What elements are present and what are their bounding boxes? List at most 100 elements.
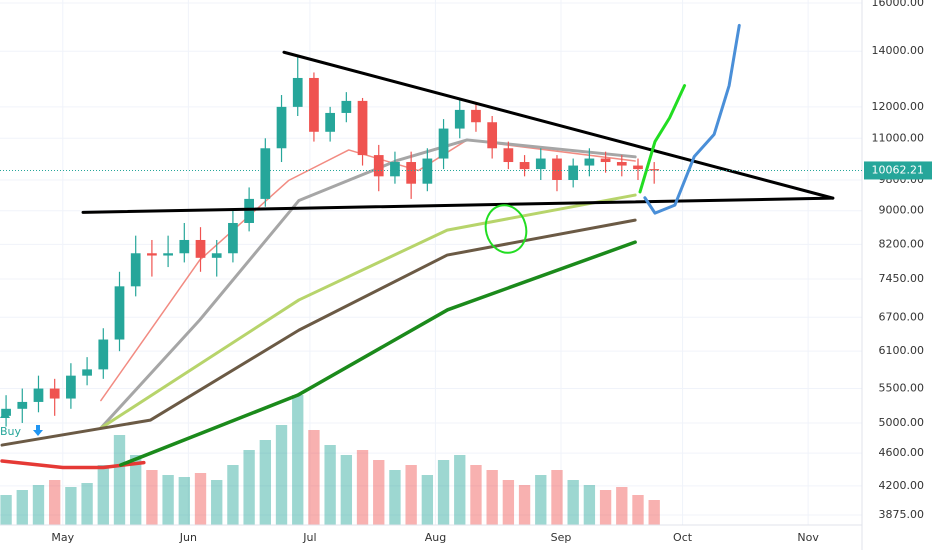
volume-bar (162, 475, 174, 525)
x-tick-label: Sep (551, 531, 572, 544)
volume-bar (486, 470, 498, 525)
volume-bar (275, 425, 288, 525)
trendline (282, 50, 835, 200)
candle-body (600, 158, 611, 163)
candle-body (568, 165, 579, 180)
candle-body (373, 155, 384, 177)
volume-bar (65, 487, 77, 525)
volume-bar (421, 475, 434, 525)
volume-bar (259, 440, 271, 525)
volume-bar (373, 460, 385, 525)
candle-body (130, 253, 141, 287)
candle-body (276, 106, 287, 149)
candle-body (98, 339, 109, 370)
moving-average (99, 193, 637, 430)
volume-bar (518, 485, 531, 525)
y-tick-label: 16000.00 (872, 0, 925, 9)
x-tick-label: Aug (425, 531, 446, 544)
volume-bar (583, 485, 596, 525)
volume-bar (389, 470, 401, 525)
candle-body (503, 148, 514, 163)
candle-body (519, 162, 530, 170)
candle-body (487, 122, 498, 149)
y-tick-label: 8200.00 (879, 237, 925, 250)
candle-body (17, 401, 28, 409)
y-tick-label: 4600.00 (879, 446, 925, 459)
candle-body (49, 388, 60, 399)
x-tick-label: Oct (673, 531, 693, 544)
x-tick-label: Jun (179, 531, 197, 544)
volume-bar (437, 460, 450, 525)
candle-body (195, 239, 206, 258)
volume-bar (211, 480, 223, 525)
volume-bar (49, 480, 61, 525)
volume-bar (292, 395, 304, 525)
volume-bar (178, 477, 190, 525)
volume-bar (194, 473, 207, 525)
trendline (81, 196, 835, 214)
y-tick-label: 11000.00 (872, 131, 925, 144)
x-tick-label: May (51, 531, 74, 544)
candle-body (211, 253, 222, 258)
candle-body (471, 109, 481, 123)
candle-body (33, 388, 44, 402)
volume-bar (81, 483, 93, 525)
signal-arrow (33, 425, 43, 436)
candle-body (114, 286, 125, 340)
volume-bar (648, 500, 660, 525)
y-tick-label: 7450.00 (879, 272, 925, 285)
candle-body (341, 100, 352, 113)
signal-label: Buy (0, 425, 22, 438)
volume-bar (97, 465, 109, 525)
volume-bar (243, 450, 255, 525)
y-tick-label: 5500.00 (879, 382, 925, 395)
volume-bar (454, 455, 466, 525)
candle-body (390, 162, 400, 177)
projection (643, 23, 741, 215)
volume-bar (227, 465, 239, 525)
y-tick-label: 5000.00 (879, 416, 925, 429)
volume-bar (16, 490, 28, 525)
candle-body (179, 239, 190, 254)
candle-body (147, 253, 157, 256)
candle-body (535, 158, 546, 170)
volume-bar (113, 435, 126, 525)
buy-arrow (0, 410, 10, 418)
volume-bar (324, 445, 336, 525)
candle-body (260, 148, 271, 199)
last-price-box (864, 161, 932, 180)
candle-body (357, 100, 368, 156)
volume-bar (599, 490, 612, 525)
moving-average (118, 240, 637, 467)
volume-bar (535, 475, 547, 525)
volume-bar (356, 450, 369, 525)
volume-bar (405, 465, 417, 525)
y-tick-label: 6100.00 (879, 344, 925, 357)
volume-bar (616, 487, 628, 525)
candle-body (649, 169, 660, 171)
candle-body (163, 253, 173, 256)
candle-body (66, 375, 76, 399)
volume-bar (146, 470, 158, 525)
candle-body (552, 158, 562, 180)
candle-body (82, 369, 92, 376)
y-tick-label: 3875.00 (879, 508, 925, 521)
volume-bar (130, 455, 142, 525)
candle-body (438, 128, 449, 159)
candle-body (422, 158, 433, 184)
candle-body (454, 109, 465, 129)
y-tick-label: 6700.00 (879, 310, 925, 323)
y-tick-label: 12000.00 (872, 100, 925, 113)
candle-body (584, 158, 595, 166)
candle-body (244, 198, 254, 223)
candle-body (616, 162, 627, 166)
x-tick-label: Nov (797, 531, 819, 544)
y-tick-label: 14000.00 (872, 44, 925, 57)
volume-bar (551, 470, 563, 525)
candle-body (325, 112, 335, 132)
candle-body (406, 162, 417, 184)
volume-bar (0, 495, 12, 525)
y-tick-label: 4200.00 (879, 479, 925, 492)
